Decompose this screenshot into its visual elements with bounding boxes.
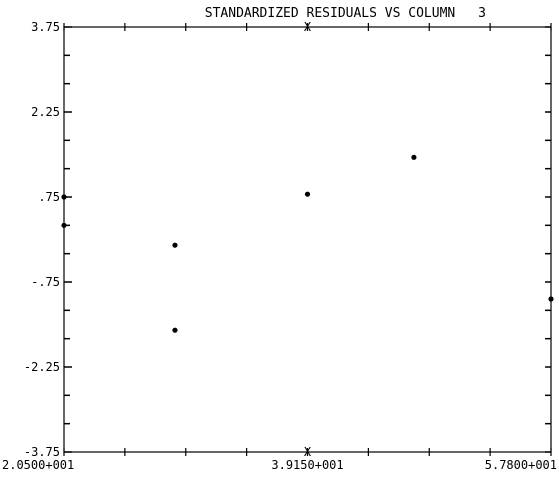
- x-tick-label: 3.9150+001: [271, 458, 343, 472]
- data-point: [304, 191, 311, 197]
- plot-frame: [63, 26, 552, 453]
- data-point: [61, 222, 67, 228]
- center-markers: XX: [304, 20, 312, 459]
- y-tick-label: 3.75: [31, 20, 60, 34]
- data-point: [411, 154, 417, 160]
- y-tick-label: -.75: [31, 275, 60, 289]
- data-points: [61, 154, 554, 333]
- x-tick-labels: 2.0500+001 3.9150+001 5.7800+001: [2, 458, 557, 472]
- center-x-marker: X: [304, 20, 312, 34]
- data-point: [61, 194, 67, 200]
- x-tick-label: 5.7800+001: [485, 458, 557, 472]
- y-tick-label: .75: [38, 190, 60, 204]
- y-tick-label: 2.25: [31, 105, 60, 119]
- data-point: [172, 327, 178, 333]
- y-tick-label: -2.25: [24, 360, 60, 374]
- x-tick-label: 2.0500+001: [2, 458, 74, 472]
- data-point: [548, 296, 554, 302]
- minor-ticks: [63, 23, 552, 456]
- y-tick-label: -3.75: [24, 445, 60, 459]
- data-point: [172, 242, 178, 248]
- chart-title-number: 3: [478, 6, 486, 21]
- chart-title: STANDARDIZED RESIDUALS VS COLUMN: [205, 6, 455, 21]
- center-x-marker: X: [304, 445, 312, 459]
- y-tick-labels: 3.75 2.25 .75 -.75 -2.25 -3.75: [24, 20, 60, 459]
